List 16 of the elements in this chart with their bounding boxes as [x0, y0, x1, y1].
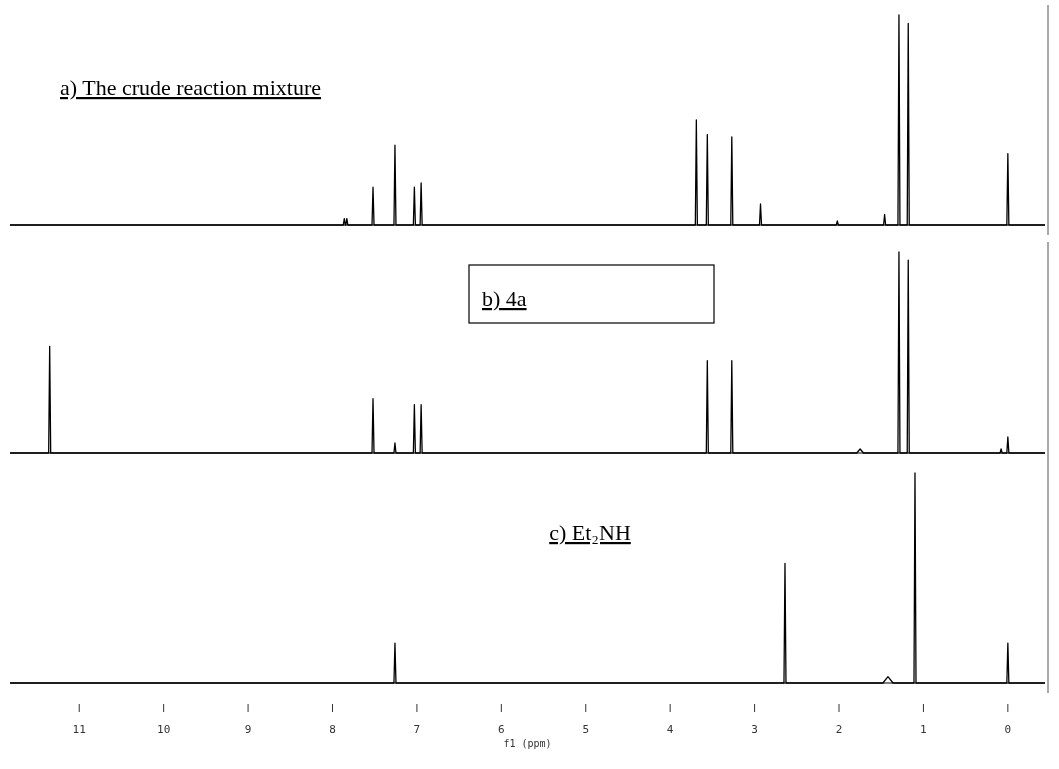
x-tick-label: 7 [413, 723, 421, 736]
x-axis-title: f1 (ppm) [503, 738, 552, 749]
x-tick-label: 0 [1004, 723, 1012, 736]
x-tick-label: 5 [582, 723, 590, 736]
x-tick-label: 2 [835, 723, 843, 736]
x-tick-label: 3 [751, 723, 758, 736]
x-tick-label: 9 [244, 723, 252, 736]
text: a) The crude reaction mixture [60, 75, 322, 100]
x-tick-label: 10 [157, 723, 171, 736]
text: c) Et₂NH [549, 520, 631, 545]
x-tick-label: 6 [498, 723, 505, 736]
x-tick-label: 11 [72, 723, 86, 736]
x-tick-label: 4 [666, 723, 674, 736]
x-tick-label: 8 [329, 723, 336, 736]
text: b) 4a [482, 286, 527, 311]
x-tick-label: 1 [920, 723, 927, 736]
